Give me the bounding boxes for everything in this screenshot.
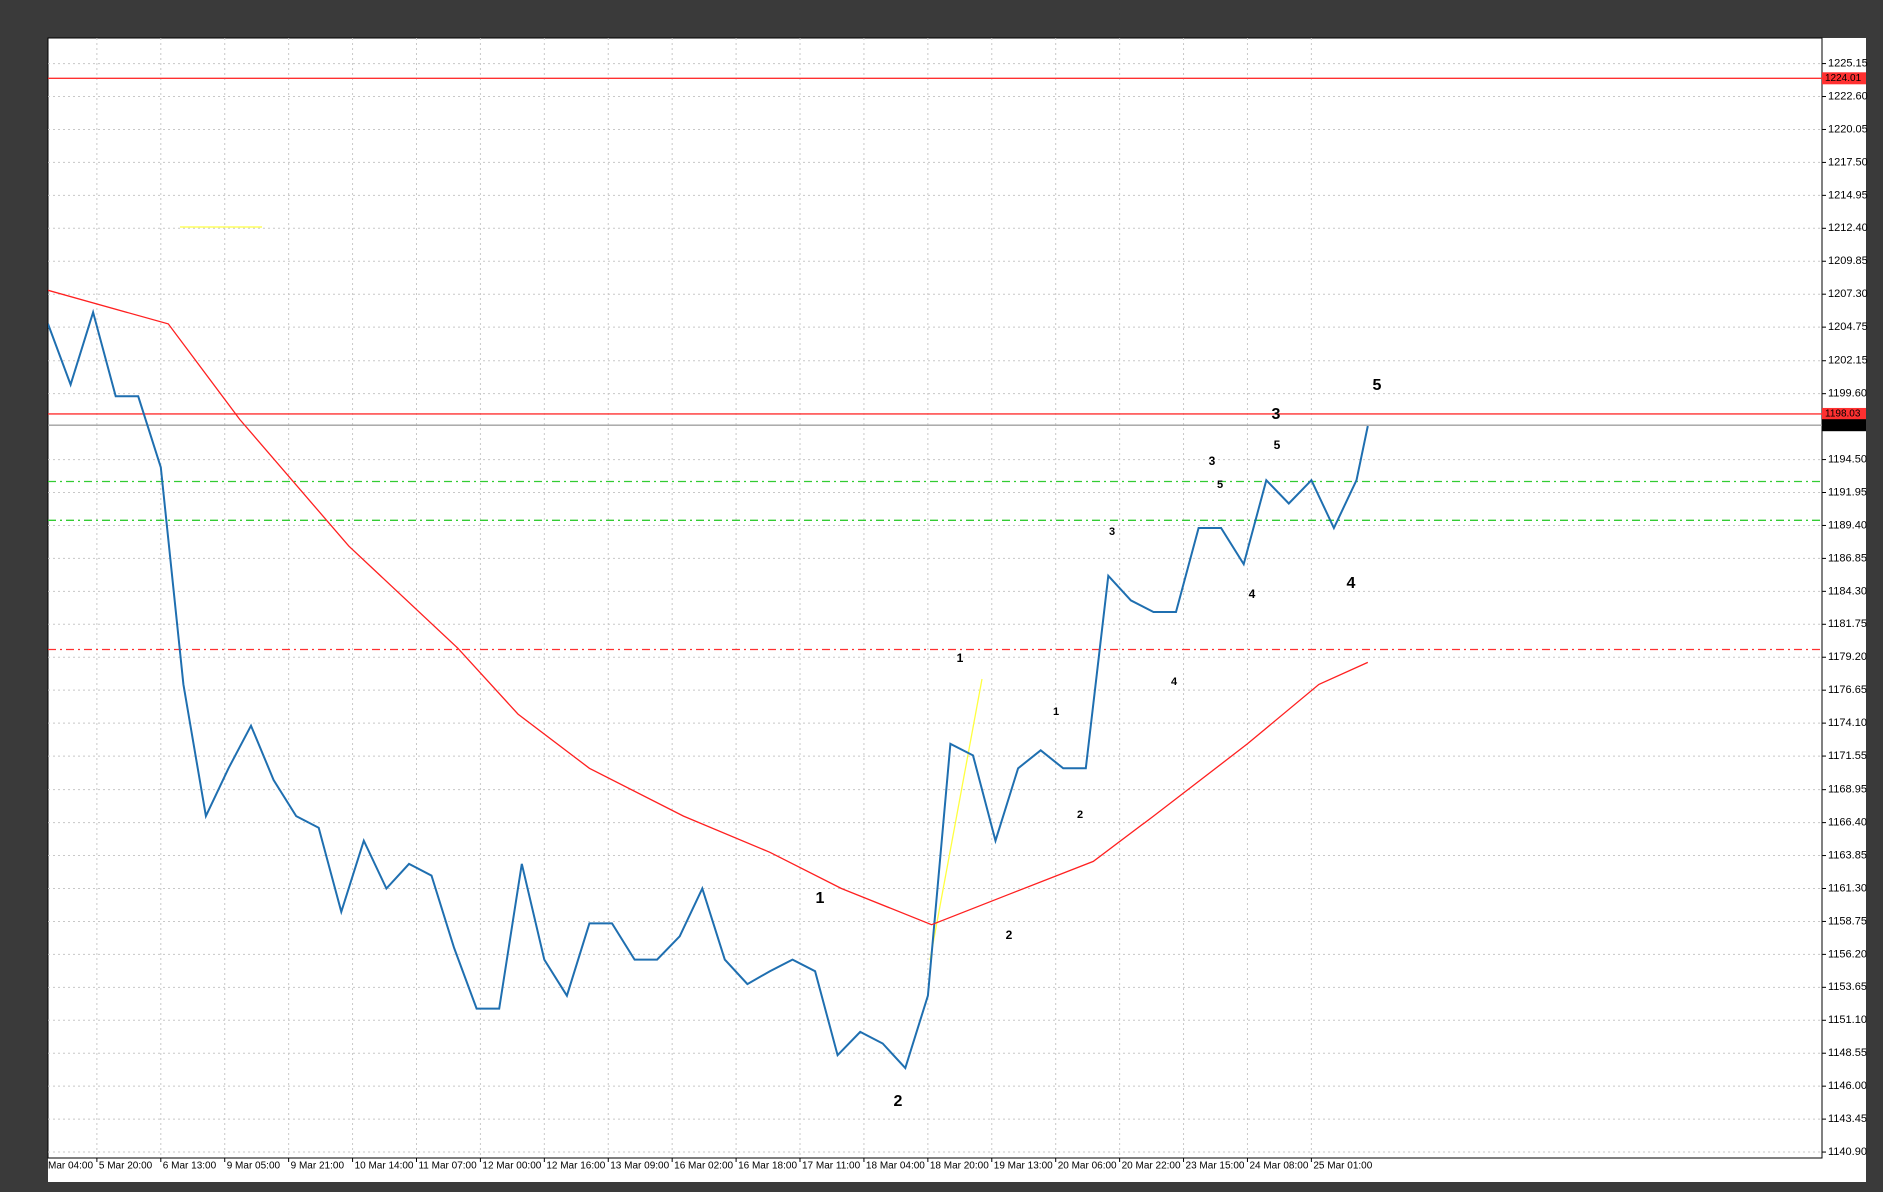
y-tick-label: 1199.60	[1828, 388, 1867, 400]
x-tick-label: 20 Mar 06:00	[1058, 1161, 1117, 1172]
x-tick-label: 16 Mar 02:00	[674, 1161, 733, 1172]
y-tick-label: 1163.85	[1828, 849, 1867, 861]
y-tick-label: 1171.55	[1828, 750, 1867, 762]
y-tick-label: 1176.65	[1828, 684, 1867, 696]
y-tick-label: 1161.30	[1828, 882, 1867, 894]
price-line	[48, 308, 1369, 1071]
y-tick-label: 1174.10	[1828, 717, 1867, 729]
x-tick-label: 12 Mar 16:00	[546, 1161, 605, 1172]
x-tick-label: 9 Mar 05:00	[227, 1161, 281, 1172]
y-tick-label: 1212.40	[1828, 222, 1868, 234]
wave-label: 3	[1109, 526, 1115, 538]
x-tick-label: 6 Mar 13:00	[163, 1161, 217, 1172]
y-tick-label: 1186.85	[1828, 552, 1867, 564]
y-tick-label: 1153.65	[1828, 981, 1867, 993]
x-tick-label: 19 Mar 13:00	[994, 1161, 1053, 1172]
y-tick-label: 1143.45	[1828, 1113, 1867, 1125]
wave-label: 1	[957, 651, 964, 665]
y-tick-label: 1156.20	[1828, 948, 1867, 960]
x-tick-label: 17 Mar 11:00	[802, 1161, 861, 1172]
plot	[48, 38, 1822, 1158]
x-tick-label: 5 Mar 20:00	[99, 1161, 153, 1172]
y-tick-label: 1181.75	[1828, 618, 1867, 630]
level-label: 1224.01	[1825, 73, 1862, 84]
x-tick-label: Mar 04:00	[48, 1161, 93, 1172]
y-tick-label: 1146.00	[1828, 1080, 1867, 1092]
y-tick-label: 1166.40	[1828, 817, 1867, 829]
y-tick-label: 1217.50	[1828, 156, 1868, 168]
x-tick-label: 20 Mar 22:00	[1122, 1161, 1181, 1172]
y-tick-label: 1179.20	[1828, 651, 1867, 663]
x-tick-label: 18 Mar 04:00	[866, 1161, 925, 1172]
wave-label: 2	[1077, 809, 1083, 821]
moving-average	[48, 289, 1369, 926]
y-tick-label: 1140.90	[1828, 1146, 1867, 1158]
wave-label: 5	[1217, 479, 1223, 491]
x-tick-label: 24 Mar 08:00	[1249, 1161, 1308, 1172]
y-tick-label: 1209.85	[1828, 255, 1868, 267]
y-tick-label: 1148.55	[1828, 1047, 1867, 1059]
level-marker	[1822, 407, 1866, 420]
trendline	[929, 678, 983, 961]
wave-label: 3	[1209, 454, 1216, 468]
y-tick-label: 1225.15	[1828, 57, 1868, 69]
y-tick-label: 1202.15	[1828, 355, 1868, 367]
x-tick-label: 11 Mar 07:00	[418, 1161, 477, 1172]
plot-border	[47, 37, 1823, 1159]
wave-label: 5	[1274, 438, 1281, 452]
level-marker	[1822, 72, 1866, 85]
panel	[48, 38, 1866, 1182]
y-tick-label: 1222.60	[1828, 90, 1868, 102]
wave-label: 1	[816, 890, 825, 907]
y-tick-label: 1184.30	[1828, 585, 1867, 597]
y-tick-label: 1204.75	[1828, 321, 1868, 333]
wave-label: 1	[1053, 706, 1059, 718]
y-tick-label: 1158.75	[1828, 915, 1867, 927]
wave-label: 3	[1272, 406, 1281, 423]
x-tick-label: 10 Mar 14:00	[355, 1161, 414, 1172]
x-tick-label: 25 Mar 01:00	[1313, 1161, 1372, 1172]
x-tick-label: 13 Mar 09:00	[610, 1161, 669, 1172]
wave-label: 5	[1373, 377, 1382, 394]
y-tick-label: 1168.95	[1828, 784, 1867, 796]
y-tick-label: 1151.10	[1828, 1014, 1867, 1026]
x-tick-label: 18 Mar 20:00	[930, 1161, 989, 1172]
level-label: 1197.16	[1825, 420, 1861, 431]
wave-label: 4	[1249, 587, 1256, 601]
wave-label: 4	[1171, 676, 1178, 688]
x-tick-label: 16 Mar 18:00	[738, 1161, 797, 1172]
y-tick-label: 1220.05	[1828, 123, 1868, 135]
y-tick-label: 1214.95	[1828, 189, 1868, 201]
wave-label: 2	[1006, 928, 1013, 942]
y-tick-label: 1207.30	[1828, 288, 1868, 300]
level-label: 1198.03	[1825, 409, 1861, 420]
x-tick-label: 23 Mar 15:00	[1186, 1161, 1245, 1172]
y-tick-label: 1189.40	[1828, 519, 1867, 531]
level-marker	[1822, 419, 1866, 432]
y-tick-label: 1191.95	[1828, 486, 1867, 498]
wave-label: 2	[894, 1093, 903, 1110]
wave-label: 4	[1347, 575, 1356, 592]
x-tick-label: 12 Mar 00:00	[482, 1161, 541, 1172]
y-tick-label: 1194.50	[1828, 453, 1867, 465]
x-tick-label: 9 Mar 21:00	[291, 1161, 345, 1172]
